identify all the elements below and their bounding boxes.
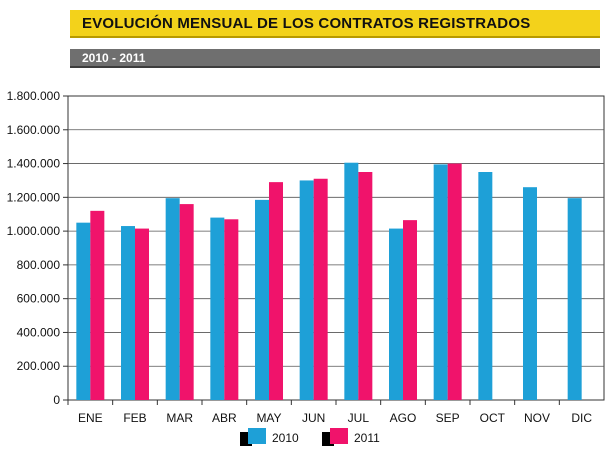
x-tick-label: JUL	[348, 411, 370, 425]
bar-2011-abr	[224, 219, 239, 400]
legend-swatch	[330, 428, 348, 444]
x-tick-label: ABR	[212, 411, 237, 425]
x-tick-label: NOV	[524, 411, 550, 425]
title-bar: EVOLUCIÓN MENSUAL DE LOS CONTRATOS REGIS…	[70, 10, 600, 38]
y-tick-label: 1.600.000	[7, 123, 61, 137]
bar-2010-jun	[299, 180, 314, 400]
x-tick-label: MAR	[166, 411, 193, 425]
bar-2010-ene	[76, 222, 91, 400]
y-tick-label: 400.000	[17, 325, 61, 339]
y-tick-label: 600.000	[17, 292, 61, 306]
bar-2011-jun	[313, 178, 328, 400]
y-tick-label: 0	[53, 393, 60, 407]
bar-2010-ago	[389, 228, 403, 400]
chart-subtitle: 2010 - 2011	[82, 51, 146, 65]
y-tick-label: 1.400.000	[7, 157, 61, 171]
y-tick-label: 1.800.000	[7, 89, 61, 103]
y-tick-label: 200.000	[17, 359, 61, 373]
legend-label: 2010	[272, 431, 299, 445]
x-tick-label: MAY	[256, 411, 281, 425]
x-tick-label: ENE	[78, 411, 103, 425]
x-tick-label: JUN	[302, 411, 325, 425]
bar-2011-feb	[135, 228, 149, 400]
x-tick-label: DIC	[571, 411, 592, 425]
bar-2010-dic	[567, 198, 582, 400]
y-tick-label: 800.000	[17, 258, 61, 272]
bar-2010-feb	[121, 226, 135, 400]
bar-2010-jul	[344, 162, 359, 400]
plot-area	[67, 95, 605, 401]
bar-2011-ene	[90, 210, 105, 400]
bar-2010-oct	[478, 172, 493, 400]
subtitle-bar: 2010 - 2011	[70, 49, 600, 68]
x-tick-label: OCT	[480, 411, 506, 425]
bar-2010-mar	[165, 198, 180, 400]
chart-title: EVOLUCIÓN MENSUAL DE LOS CONTRATOS REGIS…	[82, 15, 531, 32]
x-tick-label: AGO	[390, 411, 417, 425]
bar-2010-may	[255, 199, 269, 400]
bar-2010-sep	[433, 164, 448, 400]
bar-2011-mar	[179, 204, 194, 400]
y-tick-label: 1.200.000	[7, 190, 61, 204]
bar-2011-ago	[403, 220, 417, 400]
y-tick-label: 1.000.000	[7, 224, 61, 238]
bar-2010-abr	[210, 217, 225, 400]
bar-2011-may	[269, 182, 283, 400]
x-tick-label: FEB	[123, 411, 146, 425]
bar-2011-jul	[358, 172, 373, 400]
bar-2010-nov	[523, 187, 537, 400]
x-tick-label: SEP	[436, 411, 460, 425]
legend-swatch	[248, 428, 266, 444]
legend-label: 2011	[354, 431, 380, 445]
bar-2011-sep	[447, 163, 462, 400]
